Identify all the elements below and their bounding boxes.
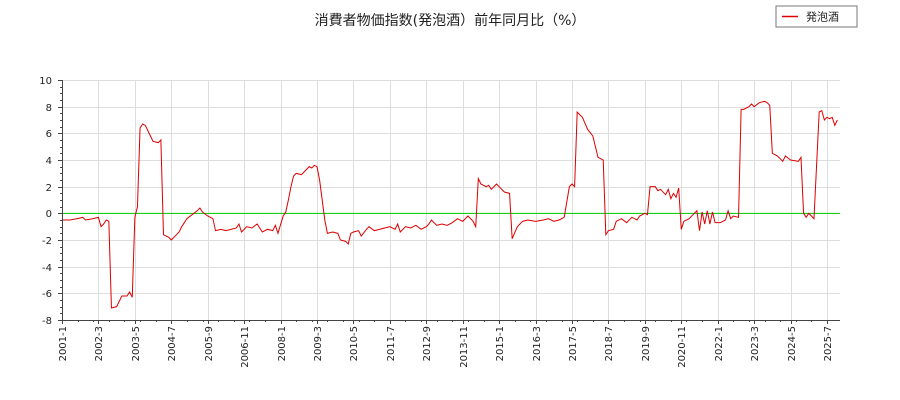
plot-area	[62, 80, 840, 320]
x-tick-label: 2019-9	[641, 326, 652, 361]
x-tick-label: 2003-5	[131, 326, 142, 361]
chart-title: 消費者物価指数(発泡酒）前年同月比（%）	[315, 12, 586, 29]
x-tick-label: 2017-5	[568, 326, 579, 361]
x-tick-label: 2020-11	[677, 326, 688, 368]
x-tick-label: 2018-7	[604, 326, 615, 361]
x-tick-label: 2022-1	[714, 326, 725, 361]
x-tick-label: 2013-11	[459, 326, 470, 368]
x-tick-label: 2010-5	[349, 326, 360, 361]
legend-box	[775, 5, 858, 28]
y-tick-label: -8	[42, 316, 52, 327]
y-tick-label: 2	[46, 183, 52, 194]
x-tick-label: 2023-3	[750, 326, 761, 361]
y-tick-label: 6	[46, 129, 52, 140]
legend: 発泡酒	[775, 5, 858, 28]
x-tick-label: 2009-3	[313, 326, 324, 361]
x-tick-label: 2004-7	[167, 326, 178, 361]
y-tick-label: -2	[42, 236, 52, 247]
y-tick-label: 4	[46, 156, 52, 167]
x-tick-label: 2016-3	[532, 326, 543, 361]
y-tick-label: -6	[42, 289, 52, 300]
x-tick-label: 2005-9	[204, 326, 215, 361]
y-tick-label: 8	[46, 103, 52, 114]
x-tick-label: 2024-5	[787, 326, 798, 361]
legend-label: 発泡酒	[806, 10, 839, 24]
x-tick-label: 2008-1	[277, 326, 288, 361]
grid	[62, 80, 840, 321]
x-tick-label: 2025-7	[823, 326, 834, 361]
series-line	[62, 100, 838, 309]
y-tick-label: -4	[42, 263, 52, 274]
x-tick-label: 2015-1	[495, 326, 506, 361]
y-tick-label: 10	[39, 76, 52, 87]
x-tick-label: 2002-3	[94, 326, 105, 361]
x-tick-label: 2001-1	[58, 326, 69, 361]
axes: -8 -6 -4 -2 0 2 4 6 8 10 2001-1 2002-3 2003-5 2004-7 2…	[39, 76, 840, 368]
series-group	[62, 100, 838, 309]
y-tick-label: 0	[46, 209, 52, 220]
x-tick-label: 2006-11	[240, 326, 251, 368]
x-tick-label: 2012-9	[422, 326, 433, 361]
x-tick-label: 2011-7	[386, 326, 397, 361]
